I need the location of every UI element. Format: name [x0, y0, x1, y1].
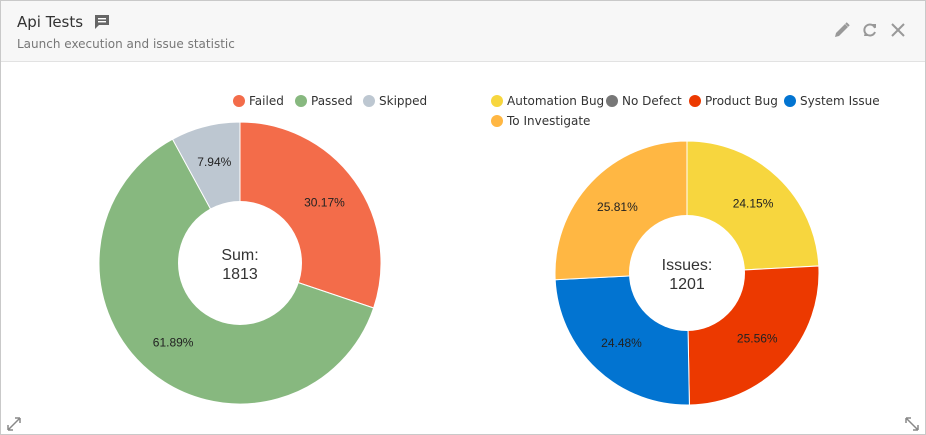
- center-value: 1813: [222, 266, 258, 283]
- slice-label: 61.89%: [153, 336, 194, 350]
- expand-left-icon[interactable]: [7, 417, 21, 431]
- legend-item-to-investigate[interactable]: To Investigate: [491, 114, 590, 128]
- center-label: Sum:: [221, 247, 258, 264]
- legend-dot: [233, 95, 245, 107]
- legend-label: Passed: [311, 94, 353, 108]
- legend-item-skipped[interactable]: Skipped: [363, 94, 427, 108]
- slice-label: 7.94%: [197, 155, 231, 169]
- slice-label: 25.81%: [597, 200, 638, 214]
- legend-dot: [363, 95, 375, 107]
- pie-slice-passed[interactable]: [98, 138, 375, 405]
- comment-icon[interactable]: [93, 13, 111, 31]
- pie-slice-to-investigate[interactable]: [554, 140, 688, 281]
- close-icon[interactable]: [889, 21, 907, 39]
- pie-slice-automation-bug[interactable]: [686, 140, 820, 274]
- resize-icon[interactable]: [905, 417, 919, 431]
- pie-slice-system-issue[interactable]: [554, 272, 690, 406]
- legend-label: System Issue: [800, 94, 880, 108]
- legend-label: To Investigate: [507, 114, 591, 128]
- legend-item-system-issue[interactable]: System Issue: [784, 94, 880, 108]
- legend-dot: [295, 95, 307, 107]
- legend-item-automation-bug[interactable]: Automation Bug: [491, 94, 604, 108]
- legend-dot: [491, 115, 503, 127]
- legend-dot: [491, 95, 503, 107]
- widget-actions: [833, 21, 907, 39]
- legend-label: Skipped: [379, 94, 428, 108]
- legend-label: No Defect: [622, 94, 682, 108]
- widget-subtitle: Launch execution and issue statistic: [17, 37, 235, 51]
- legend-label: Product Bug: [705, 94, 778, 108]
- legend-dot: [689, 95, 701, 107]
- pencil-icon[interactable]: [833, 21, 851, 39]
- pie-slice-skipped[interactable]: [171, 121, 241, 264]
- donut-hole: [178, 201, 302, 325]
- legend-item-passed[interactable]: Passed: [295, 94, 353, 108]
- legend-label: Automation Bug: [507, 94, 605, 108]
- pie-slice-product-bug[interactable]: [686, 265, 820, 406]
- legend-item-failed[interactable]: Failed: [233, 94, 284, 108]
- slice-label: 24.48%: [601, 336, 642, 350]
- legend-dot: [606, 95, 618, 107]
- slice-label: 25.56%: [737, 331, 778, 345]
- slice-label: 30.17%: [304, 195, 345, 209]
- title-row: Api Tests: [17, 13, 111, 31]
- legend-dot: [784, 95, 796, 107]
- donut-hole: [629, 215, 745, 331]
- widget-title: Api Tests: [17, 13, 84, 31]
- center-value: 1201: [669, 276, 705, 293]
- widget-header: Api Tests Launch execution and issue sta…: [1, 1, 925, 62]
- center-label: Issues:: [662, 257, 713, 274]
- refresh-icon[interactable]: [861, 21, 879, 39]
- legend-item-no-defect[interactable]: No Defect: [606, 94, 682, 108]
- legend-item-product-bug[interactable]: Product Bug: [689, 94, 778, 108]
- legend-label: Failed: [249, 94, 284, 108]
- pie-slice-failed[interactable]: [239, 121, 382, 309]
- slice-label: 24.15%: [733, 196, 774, 210]
